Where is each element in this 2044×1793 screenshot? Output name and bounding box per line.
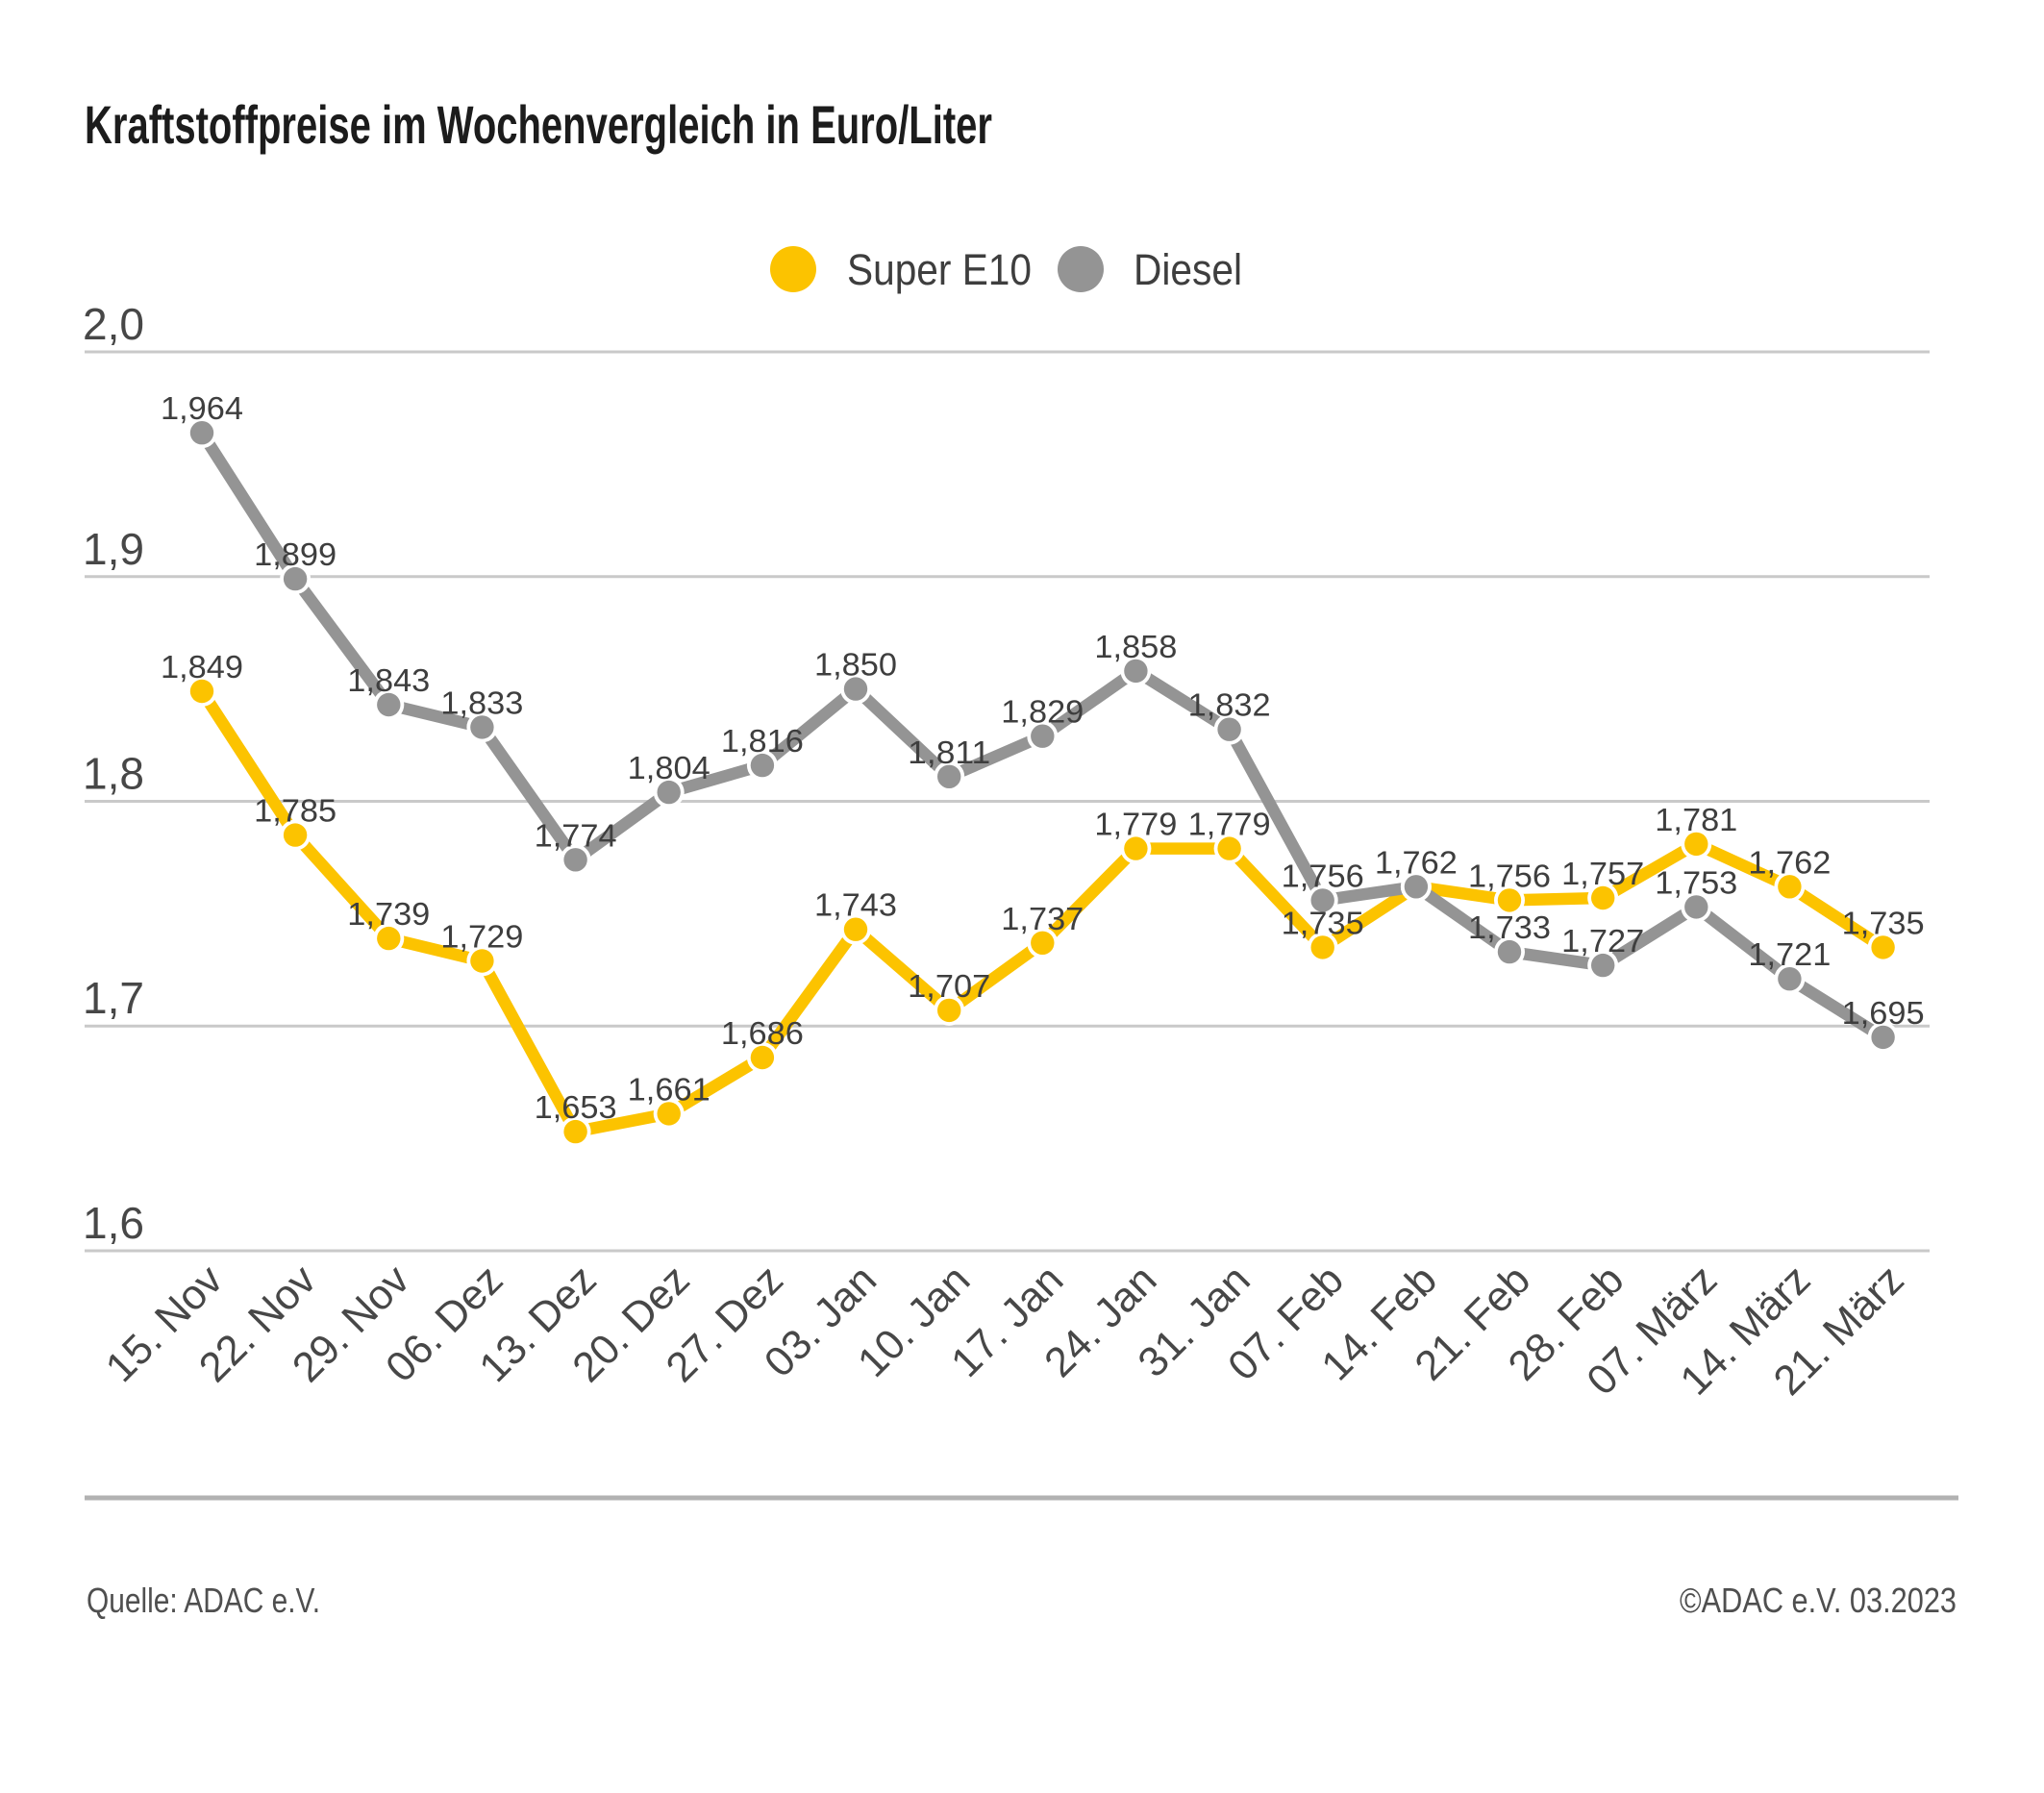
svg-text:1,753: 1,753 xyxy=(1655,864,1737,900)
svg-text:1,653: 1,653 xyxy=(535,1089,617,1125)
svg-text:1,757: 1,757 xyxy=(1561,856,1644,891)
svg-text:1,739: 1,739 xyxy=(347,896,430,932)
svg-text:1,785: 1,785 xyxy=(254,793,337,829)
svg-text:1,899: 1,899 xyxy=(254,536,337,572)
svg-text:1,727: 1,727 xyxy=(1561,923,1644,959)
svg-text:1,762: 1,762 xyxy=(1375,844,1458,880)
svg-text:1,964: 1,964 xyxy=(161,390,243,426)
svg-text:1,779: 1,779 xyxy=(1188,807,1271,842)
svg-text:1,735: 1,735 xyxy=(1842,905,1925,940)
svg-text:1,743: 1,743 xyxy=(814,887,897,923)
svg-text:1,7: 1,7 xyxy=(83,973,144,1023)
svg-text:1,781: 1,781 xyxy=(1655,802,1737,837)
svg-text:1,707: 1,707 xyxy=(908,968,990,1004)
svg-text:1,779: 1,779 xyxy=(1094,807,1177,842)
svg-text:Diesel: Diesel xyxy=(1134,245,1242,294)
svg-text:1,843: 1,843 xyxy=(347,662,430,698)
svg-text:1,762: 1,762 xyxy=(1748,844,1831,880)
svg-text:1,661: 1,661 xyxy=(628,1071,710,1107)
svg-text:©ADAC e.V. 03.2023: ©ADAC e.V. 03.2023 xyxy=(1680,1581,1957,1620)
svg-text:Super E10: Super E10 xyxy=(847,245,1032,294)
svg-text:1,850: 1,850 xyxy=(814,647,897,683)
svg-text:1,849: 1,849 xyxy=(161,649,243,685)
svg-text:1,737: 1,737 xyxy=(1001,901,1084,936)
svg-text:1,721: 1,721 xyxy=(1748,936,1831,972)
svg-text:1,829: 1,829 xyxy=(1001,694,1084,730)
svg-text:Quelle: ADAC e.V.: Quelle: ADAC e.V. xyxy=(87,1581,320,1620)
svg-text:1,9: 1,9 xyxy=(83,524,144,574)
svg-text:1,756: 1,756 xyxy=(1282,858,1364,893)
svg-text:1,695: 1,695 xyxy=(1842,995,1925,1031)
svg-text:1,729: 1,729 xyxy=(440,919,523,955)
svg-text:1,816: 1,816 xyxy=(721,723,804,759)
svg-text:1,756: 1,756 xyxy=(1468,858,1551,893)
svg-text:1,804: 1,804 xyxy=(628,750,710,785)
svg-text:1,8: 1,8 xyxy=(83,749,144,799)
svg-text:1,686: 1,686 xyxy=(721,1015,804,1051)
svg-text:1,833: 1,833 xyxy=(440,685,523,720)
svg-text:1,6: 1,6 xyxy=(83,1198,144,1248)
svg-text:1,735: 1,735 xyxy=(1282,905,1364,940)
svg-text:Kraftstoffpreise im Wochenverg: Kraftstoffpreise im Wochenvergleich in E… xyxy=(85,94,992,155)
svg-text:2,0: 2,0 xyxy=(83,299,144,349)
svg-text:1,858: 1,858 xyxy=(1094,629,1177,664)
svg-text:1,774: 1,774 xyxy=(535,817,617,853)
svg-text:1,832: 1,832 xyxy=(1188,687,1271,723)
svg-text:1,811: 1,811 xyxy=(908,735,990,770)
svg-text:1,733: 1,733 xyxy=(1468,909,1551,945)
